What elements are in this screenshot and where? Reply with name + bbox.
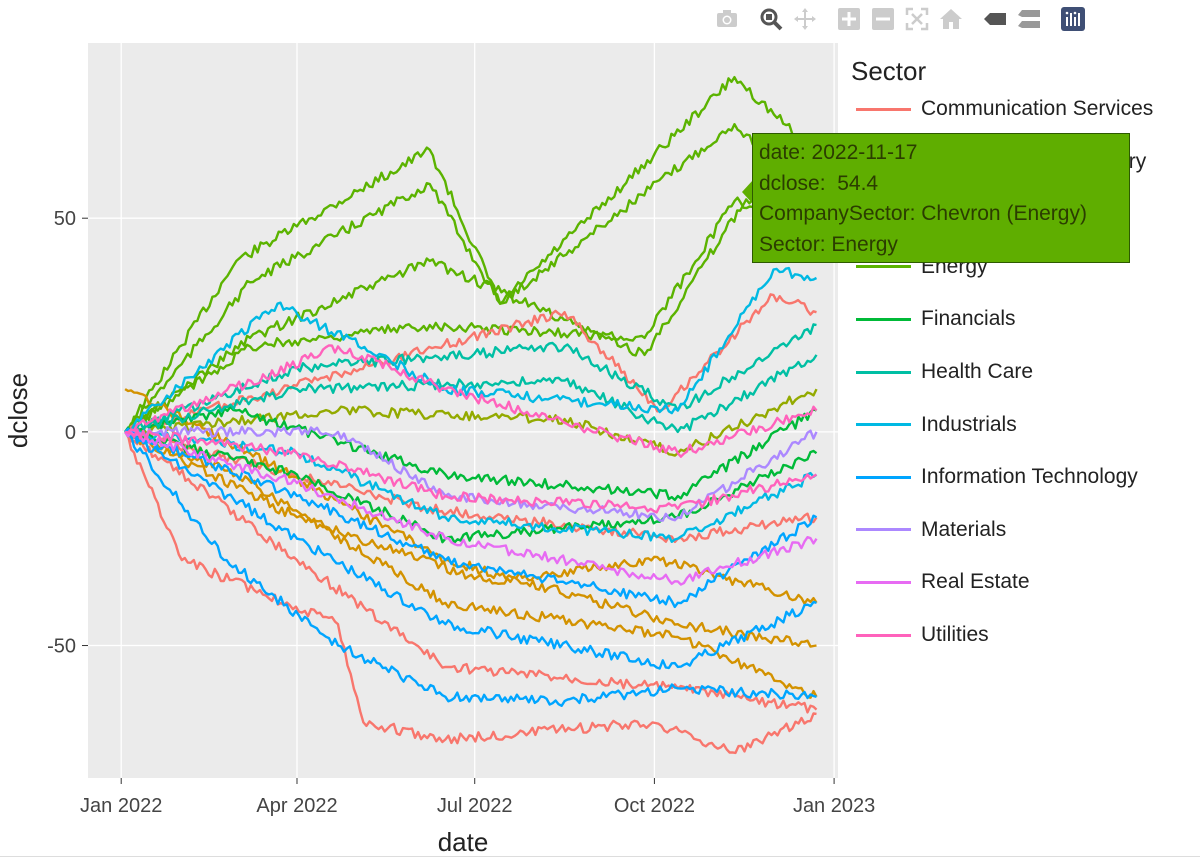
x-tick-label: Jan 2022 xyxy=(80,795,162,817)
zoom-icon[interactable] xyxy=(756,4,786,34)
tooltip-company: CompanySector: Chevron (Energy) xyxy=(759,202,1087,225)
series-line[interactable] xyxy=(124,323,817,436)
hover-tooltip: date: 2022-11-17 dclose: 54.4 CompanySec… xyxy=(752,133,1130,263)
pan-icon[interactable] xyxy=(790,4,820,34)
x-axis-ticks: Jan 2022 Apr 2022 Jul 2022 Oct 2022 Jan 2023 xyxy=(80,778,875,817)
series-line[interactable] xyxy=(124,123,817,433)
camera-icon[interactable] xyxy=(712,4,742,34)
x-tick-label: Oct 2022 xyxy=(614,795,695,817)
series-line[interactable] xyxy=(124,425,818,522)
autoscale-icon[interactable] xyxy=(902,4,932,34)
legend-swatch xyxy=(856,265,911,269)
x-tick-label: Jan 2023 xyxy=(793,795,875,817)
legend-item[interactable]: Real Estate xyxy=(856,567,1030,597)
series-line[interactable] xyxy=(124,198,818,433)
legend-label: Materials xyxy=(921,517,1007,541)
legend-swatch xyxy=(856,317,911,321)
legend-swatch xyxy=(856,528,911,532)
series-line[interactable] xyxy=(124,196,818,433)
reset-axes-icon[interactable] xyxy=(936,4,966,34)
series-line[interactable] xyxy=(124,344,818,458)
tooltip-pointer xyxy=(742,180,753,204)
legend-label: Information Technology xyxy=(921,465,1138,489)
compare-hover-icon[interactable] xyxy=(1014,4,1044,34)
series-line[interactable] xyxy=(124,428,818,514)
legend-swatch xyxy=(856,475,911,479)
series-line[interactable] xyxy=(124,427,818,609)
series-line[interactable] xyxy=(124,266,818,433)
y-axis-ticks: 50 0 -50 xyxy=(47,208,88,658)
legend-label: Communication Services xyxy=(921,97,1154,120)
legend-swatch xyxy=(856,580,911,584)
zoom-in-icon[interactable] xyxy=(834,4,864,34)
series-line[interactable] xyxy=(124,431,818,586)
legend-item[interactable]: Information Technology xyxy=(856,462,1138,492)
legend-label: Health Care xyxy=(921,360,1034,383)
series-line[interactable] xyxy=(124,431,817,755)
series-line[interactable] xyxy=(124,354,818,435)
legend-swatch xyxy=(856,370,911,374)
x-tick-label: Jul 2022 xyxy=(437,795,513,817)
y-axis-label: dclose xyxy=(3,373,33,448)
legend-item[interactable]: Financials xyxy=(856,304,1016,334)
x-axis-label: date xyxy=(438,827,489,857)
gridlines xyxy=(88,43,838,778)
tooltip-value: dclose: 54.4 xyxy=(759,171,879,195)
legend-swatch xyxy=(856,423,911,427)
legend-label: Financials xyxy=(921,307,1016,331)
series-line[interactable] xyxy=(124,293,817,436)
x-tick-label: Apr 2022 xyxy=(256,795,337,817)
legend-item[interactable]: Materials xyxy=(856,515,1006,545)
y-tick-label: -50 xyxy=(47,636,76,658)
legend-swatch xyxy=(856,107,911,111)
legend-label: Utilities xyxy=(921,623,989,646)
series-line[interactable] xyxy=(124,388,818,457)
y-tick-label: 0 xyxy=(65,422,76,444)
series-lines xyxy=(124,76,818,755)
tooltip-sector: Sector: Energy xyxy=(759,232,898,256)
modebar xyxy=(712,4,1092,34)
tooltip-date: date: 2022-11-17 xyxy=(759,141,918,164)
legend-title: Sector xyxy=(851,56,927,86)
legend-label: Industrials xyxy=(921,412,1017,436)
legend-swatch xyxy=(856,633,911,637)
series-line[interactable] xyxy=(124,76,818,433)
zoom-out-icon[interactable] xyxy=(868,4,898,34)
series-line[interactable] xyxy=(124,430,817,707)
series-line[interactable] xyxy=(124,429,817,670)
legend-item[interactable]: Utilities xyxy=(856,620,989,650)
spike-lines-icon[interactable] xyxy=(980,4,1010,34)
legend-label: Real Estate xyxy=(921,570,1030,594)
plotly-logo-icon[interactable] xyxy=(1058,4,1088,34)
y-tick-label: 50 xyxy=(54,208,76,230)
series-line[interactable] xyxy=(124,405,817,502)
legend-item[interactable]: Health Care xyxy=(856,357,1033,387)
series-line[interactable] xyxy=(124,427,818,544)
legend-item[interactable]: Industrials xyxy=(856,410,1017,440)
legend-item[interactable]: Communication Services xyxy=(856,94,1153,124)
divider xyxy=(0,856,1200,857)
